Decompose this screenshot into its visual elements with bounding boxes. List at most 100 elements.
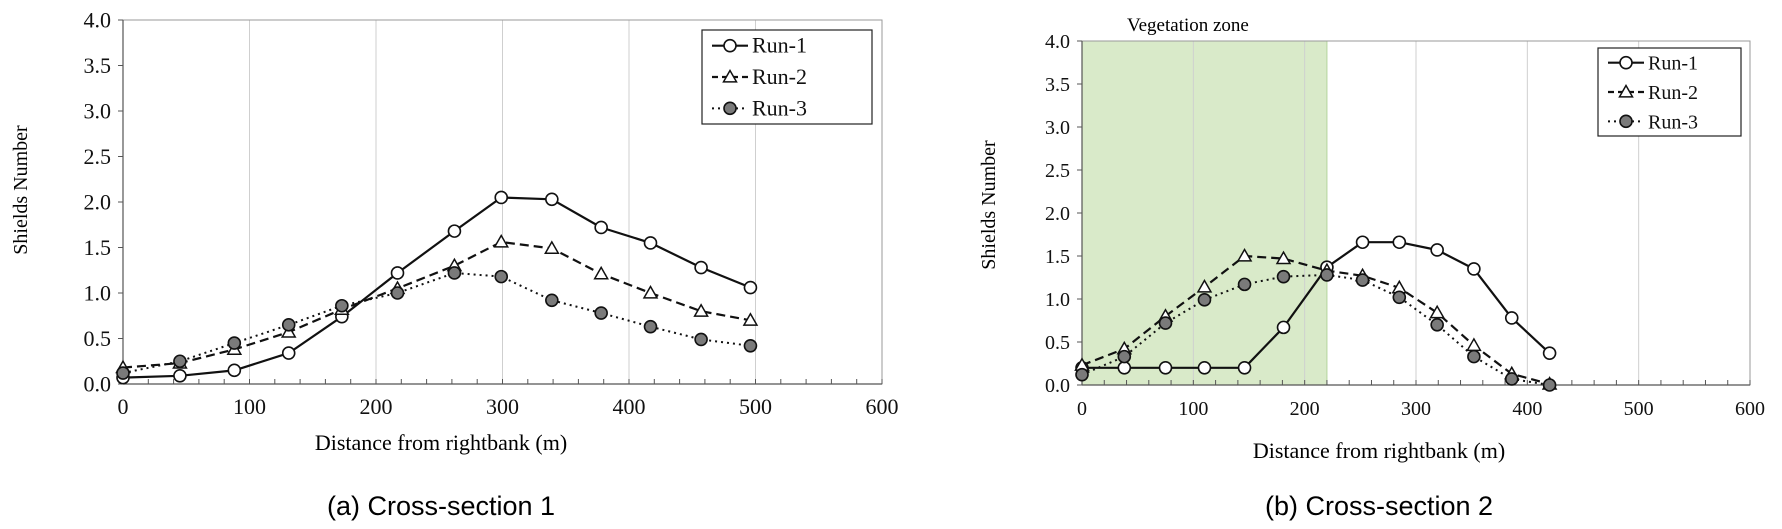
x-tick-label: 0 [118,394,129,419]
series-2-point-4 [1236,247,1253,262]
series-2-point-8 [544,240,560,255]
series-3-point-2 [1158,316,1173,330]
series-2-point-10 [1466,337,1482,352]
series-3-point-12 [1542,378,1557,392]
x-tick-label: 500 [1624,398,1654,420]
series-2-point-11 [693,303,709,317]
y-tick-label: 2.5 [1045,160,1070,182]
series-2-point-10 [642,284,659,299]
y-axis-label: Shields Number [10,125,32,255]
series-1-point-9 [1430,243,1444,257]
y-tick-label: 1.5 [84,235,112,260]
x-tick-label: 400 [613,394,646,419]
caption-b: (b) Cross-section 2 [1265,491,1493,521]
caption-a: (a) Cross-section 1 [327,491,555,521]
series-3-point-10 [643,319,658,334]
y-axis-label: Shields Number [978,140,1000,270]
y-tick-label: 3.0 [1045,117,1070,139]
legend-label-2: Run-2 [1648,82,1698,104]
y-tick-label: 3.5 [84,53,112,78]
series-1-point-4 [1237,360,1252,375]
series-1-point-5 [1276,320,1291,335]
series-1-point-7 [1355,235,1370,250]
series-3-point-5 [390,286,405,300]
y-tick-label: 4.0 [84,8,112,33]
series-1-point-8 [545,192,559,207]
series-1-point-10 [643,236,658,250]
series-1-point-12 [743,280,758,295]
series-1-point-2 [1158,360,1173,375]
series-3-point-0 [1075,367,1089,382]
series-1-point-10 [1467,262,1481,276]
y-tick-label: 2.0 [84,190,112,215]
series-2 [115,234,759,374]
y-tick-label: 0.5 [1045,332,1070,354]
series-1-point-5 [390,266,405,280]
series-2-point-3 [1196,278,1213,293]
series-3-point-9 [1430,317,1444,332]
series-3-point-7 [1355,273,1370,287]
series-1-point-3 [281,346,296,360]
series-2-point-5 [1275,250,1292,265]
series-2-point-9 [593,265,609,280]
y-tick-label: 1.0 [84,281,112,306]
series-1-point-8 [1392,235,1407,250]
series-1-point-11 [694,260,708,275]
y-tick-label: 2.0 [1045,203,1070,225]
legend-label-1: Run-1 [1648,53,1698,75]
y-tick-label: 3.0 [84,99,112,124]
x-tick-label: 500 [739,394,772,419]
vegetation-zone-label: Vegetation zone [1127,15,1249,36]
series-2-point-legend [1618,83,1634,98]
series-1-line [122,196,751,379]
y-tick-label: 0.5 [84,326,112,351]
series-3-point-11 [1504,372,1519,386]
x-tick-label: 300 [486,394,519,419]
series-1-point-12 [1542,346,1557,360]
x-tick-label: 300 [1401,398,1431,420]
series-3-point-legend [1619,114,1633,129]
series-1-point-3 [1197,360,1212,375]
x-tick-label: 600 [1735,398,1765,420]
series-3-point-1 [173,354,187,369]
series-3-point-6 [1320,268,1334,282]
series-3-point-8 [545,293,559,308]
series-1-point-legend [723,38,737,53]
x-axis-label: Distance from rightbank (m) [315,430,567,455]
vegetation-zone [1081,40,1328,386]
x-tick-label: 200 [1290,398,1320,420]
series-3-point-legend [723,101,737,116]
series-3-point-4 [1237,277,1252,292]
series-1-point-legend [1619,55,1633,70]
y-tick-label: 0.0 [84,372,112,397]
legend-label-3: Run-3 [1648,111,1698,133]
series-2-point-9 [1429,304,1445,319]
series-3 [116,266,758,380]
y-tick-label: 1.0 [1045,289,1070,311]
y-tick-label: 3.5 [1045,74,1070,96]
series-2-point-12 [742,312,759,326]
series-3-point-12 [743,338,758,353]
series-3-point-0 [116,366,130,380]
y-tick-label: 1.5 [1045,246,1070,268]
series-1-point-7 [494,190,509,205]
series-3-point-8 [1392,290,1407,305]
series-3-point-1 [1117,349,1132,364]
x-axis-label: Distance from rightbank (m) [1253,438,1505,463]
series-3-point-5 [1276,269,1291,284]
y-tick-label: 0.0 [1045,375,1070,397]
x-tick-label: 600 [866,394,899,419]
series-3-point-3 [1197,293,1212,307]
series-3-point-2 [227,336,242,350]
x-tick-label: 0 [1077,398,1087,420]
x-tick-label: 200 [360,394,393,419]
series-1-point-1 [1117,360,1132,375]
series-2-point-legend [722,68,738,83]
chart-cross-section-2: 0.0 0.5 1.0 1.5 2.0 2.5 3.0 3.5 4.0 0 100 200 300 400… [978,15,1765,521]
series-3-line [122,272,751,375]
series-1-point-9 [594,220,608,235]
x-tick-label: 100 [1178,398,1208,420]
series-3-point-11 [694,332,708,347]
series-1-point-11 [1504,311,1519,325]
